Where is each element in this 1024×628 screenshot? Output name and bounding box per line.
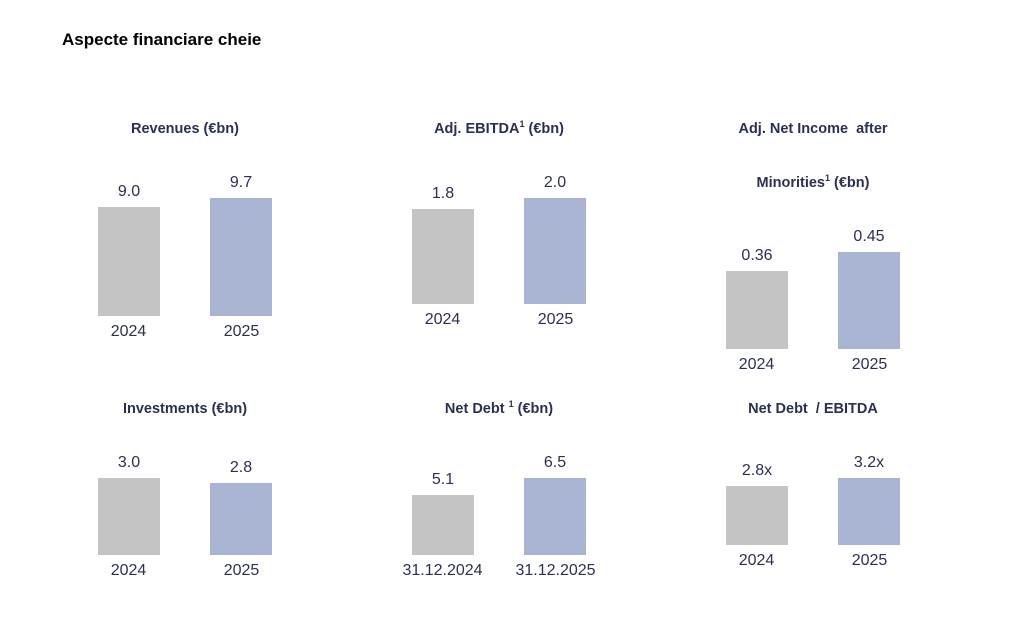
bar-2024: [98, 478, 160, 555]
chart-title-line: Net Debt 1 (€bn): [444, 399, 554, 417]
category-labels: 2024 2025: [386, 311, 612, 329]
bar-group-2024: 0.36: [726, 247, 788, 349]
chart-title: Net Debt / EBITDA: [700, 364, 926, 454]
chart-title-line: Adj. Net Income after: [738, 121, 888, 137]
bar-group-2025: 9.7: [210, 174, 272, 316]
category-labels: 2024 2025: [72, 323, 298, 341]
category-label: 2025: [223, 323, 260, 340]
plot-area: 3.0 2.8: [72, 454, 298, 555]
chart-investments: Investments (€bn) 3.0 2.8 2024 2025: [72, 364, 298, 579]
bar-2025: [210, 198, 272, 316]
chart-title: Adj. Net Income after Minorities1 (€bn): [700, 84, 926, 228]
plot-area: 0.36 0.45: [700, 228, 926, 349]
charts-grid: Revenues (€bn) 9.0 9.7 2024 2025 Adj. EB…: [72, 84, 1024, 579]
category-label: 2025: [851, 356, 888, 373]
bar-2025: [524, 198, 586, 304]
bar-group-2025: 2.0: [524, 174, 586, 304]
bar-2025: [838, 252, 900, 349]
plot-area: 5.1 6.5: [386, 454, 612, 555]
category-labels: 2024 2025: [72, 562, 298, 580]
bar-value-label: 0.36: [741, 247, 773, 264]
category-label: 2024: [738, 552, 775, 569]
category-label: 31.12.2024: [402, 562, 483, 579]
category-label: 2024: [110, 562, 147, 579]
chart-title: Adj. EBITDA1 (€bn): [386, 84, 612, 174]
bar-2024: [726, 486, 788, 545]
bar-value-label: 5.1: [431, 471, 455, 488]
chart-net-debt-ebitda: Net Debt / EBITDA 2.8x 3.2x 2024 2025: [700, 364, 926, 569]
chart-title-line: Minorities1 (€bn): [756, 173, 870, 191]
bar-group-2025: 3.2x: [838, 454, 900, 545]
bar-value-label: 2.8x: [741, 462, 773, 479]
plot-area: 9.0 9.7: [72, 174, 298, 316]
category-label: 2025: [537, 311, 574, 328]
bar-value-label: 3.0: [117, 454, 141, 471]
chart-title-line: Revenues (€bn): [131, 121, 239, 137]
chart-adj-net-income: Adj. Net Income after Minorities1 (€bn) …: [700, 84, 926, 373]
bar-group-2025: 6.5: [524, 454, 586, 555]
bar-group-2024: 2.8x: [726, 462, 788, 545]
bar-2025: [210, 483, 272, 555]
bar-2024: [98, 207, 160, 316]
bar-2024: [412, 495, 474, 555]
category-labels: 2024 2025: [700, 356, 926, 374]
category-label: 31.12.2025: [515, 562, 596, 579]
bar-value-label: 3.2x: [853, 454, 885, 471]
bar-value-label: 0.45: [853, 228, 885, 245]
chart-net-debt: Net Debt 1 (€bn) 5.1 6.5 31.12.2024 31.1…: [386, 364, 612, 579]
bar-group-2025: 0.45: [838, 228, 900, 349]
plot-area: 1.8 2.0: [386, 174, 612, 304]
category-label: 2024: [424, 311, 461, 328]
chart-adj-ebitda: Adj. EBITDA1 (€bn) 1.8 2.0 2024 2025: [386, 84, 612, 328]
chart-revenues: Revenues (€bn) 9.0 9.7 2024 2025: [72, 84, 298, 340]
bar-2025: [838, 478, 900, 545]
bar-group-2024: 3.0: [98, 454, 160, 555]
bar-group-2024: 1.8: [412, 185, 474, 304]
chart-title: Investments (€bn): [72, 364, 298, 454]
bar-value-label: 9.0: [117, 183, 141, 200]
category-labels: 2024 2025: [700, 552, 926, 570]
chart-title-line: Adj. EBITDA1 (€bn): [434, 119, 564, 137]
category-labels: 31.12.2024 31.12.2025: [386, 562, 612, 580]
bar-value-label: 9.7: [229, 174, 253, 191]
category-label: 2024: [110, 323, 147, 340]
bar-group-2025: 2.8: [210, 459, 272, 555]
bar-value-label: 6.5: [543, 454, 567, 471]
chart-title: Net Debt 1 (€bn): [386, 364, 612, 454]
page-title: Aspecte financiare cheie: [62, 30, 262, 49]
bar-value-label: 2.0: [543, 174, 567, 191]
bar-value-label: 1.8: [431, 185, 455, 202]
bar-2024: [726, 271, 788, 349]
chart-title-line: Investments (€bn): [122, 401, 248, 417]
chart-title-line: Net Debt / EBITDA: [748, 401, 878, 417]
chart-title: Revenues (€bn): [72, 84, 298, 174]
bar-group-2024: 5.1: [412, 471, 474, 555]
category-label: 2025: [851, 552, 888, 569]
bar-group-2024: 9.0: [98, 183, 160, 316]
bar-2025: [524, 478, 586, 555]
category-label: 2025: [223, 562, 260, 579]
plot-area: 2.8x 3.2x: [700, 454, 926, 545]
bar-value-label: 2.8: [229, 459, 253, 476]
category-label: 2024: [738, 356, 775, 373]
bar-2024: [412, 209, 474, 304]
